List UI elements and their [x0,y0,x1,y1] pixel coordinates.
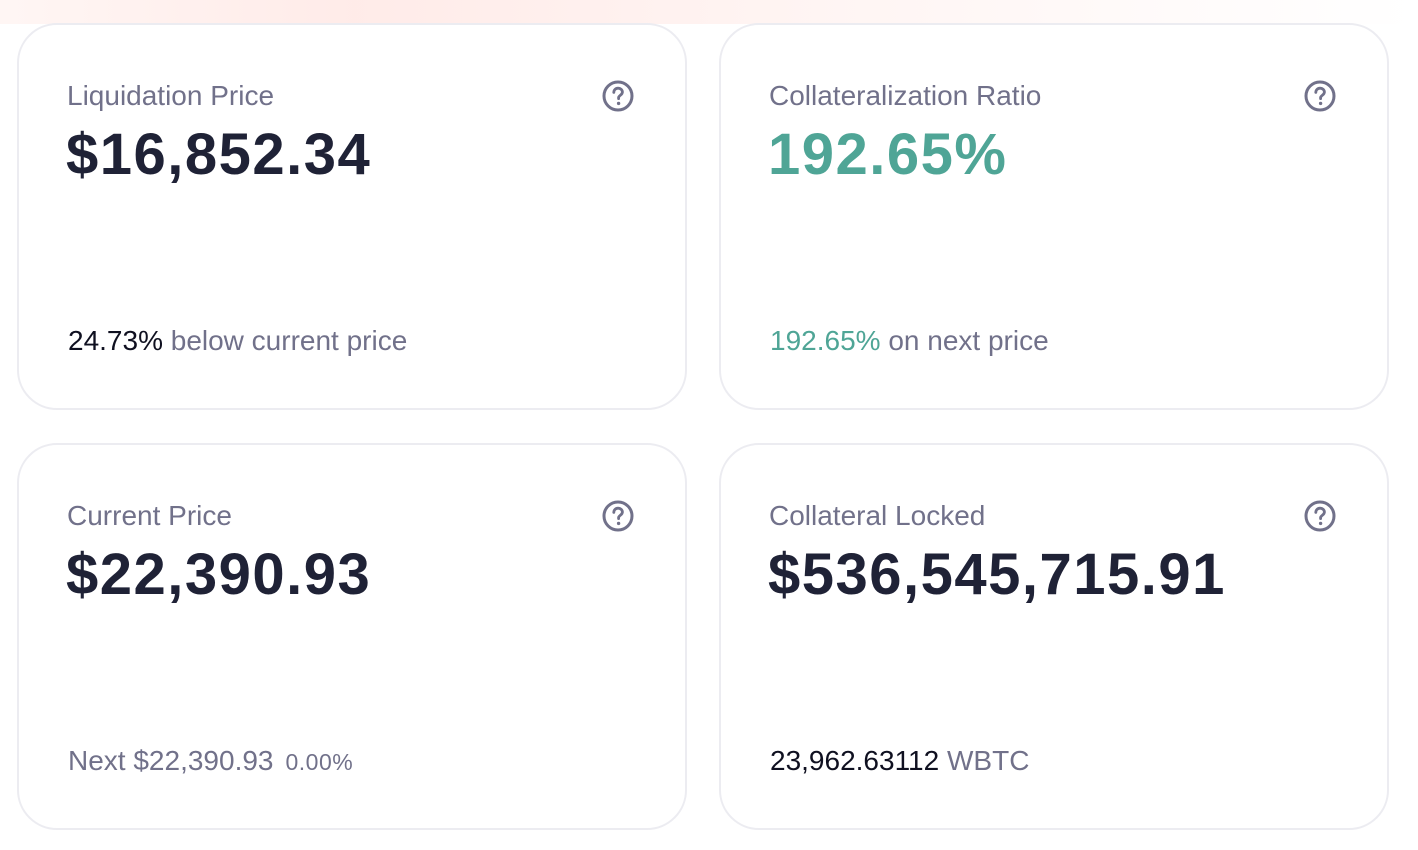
help-icon[interactable] [601,499,635,533]
collateral-locked-card: Collateral Locked $536,545,715.91 23,962… [719,443,1389,830]
collateralization-ratio-value: 192.65% [768,122,1008,187]
card-title: Collateral Locked [769,500,986,531]
collateral-token-symbol: WBTC [939,745,1030,776]
card-title: Liquidation Price [67,80,275,111]
liquidation-footer: 24.73% below current price [68,325,407,357]
current-price-value: $22,390.93 [66,542,372,607]
card-title: Collateralization Ratio [769,80,1042,111]
next-price-label: Next $22,390.93 [68,745,274,776]
current-price-card: Current Price $22,390.93 Next $22,390.93… [17,443,687,830]
percent-below-value: 24.73% [68,325,163,356]
price-change-value: 0.00% [285,749,354,775]
help-icon[interactable] [1303,79,1337,113]
collateral-amount-value: 23,962.63112 [770,745,940,776]
collateral-locked-footer: 23,962.63112 WBTC [770,745,1029,777]
liquidation-price-card: Liquidation Price $16,852.34 24.73% belo… [17,23,687,410]
percent-below-label: below current price [162,325,408,356]
next-ratio-value: 192.65% [770,325,881,356]
next-ratio-label: on next price [880,325,1049,356]
current-price-footer: Next $22,390.93 0.00% [68,745,353,777]
help-icon[interactable] [1303,499,1337,533]
collateral-locked-value: $536,545,715.91 [768,542,1226,607]
liquidation-price-value: $16,852.34 [66,122,372,187]
top-background-glow [0,0,1418,24]
help-icon[interactable] [601,79,635,113]
card-title: Current Price [67,500,232,531]
collateralization-footer: 192.65% on next price [770,325,1049,357]
collateralization-ratio-card: Collateralization Ratio 192.65% 192.65% … [719,23,1389,410]
